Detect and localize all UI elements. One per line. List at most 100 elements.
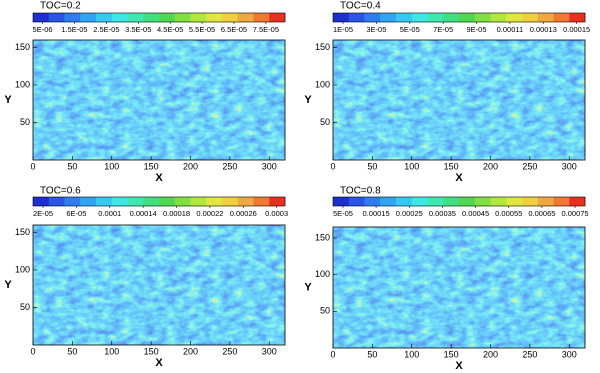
x-tick-label: 200 — [483, 161, 498, 171]
colorbar-tick-label: 1.5E-05 — [61, 25, 87, 34]
colorbar-segment — [506, 197, 523, 206]
x-tick-label: 150 — [444, 349, 459, 359]
x-tick-label: 100 — [104, 161, 119, 171]
colorbar-tick-label: 0.00035 — [429, 209, 456, 218]
colorbar-tick-label: 0.00045 — [462, 209, 489, 218]
x-tick-label: 0 — [30, 161, 35, 171]
panel-title: TOC=0.2 — [40, 1, 81, 12]
colorbar-segment — [459, 13, 476, 22]
colorbar-segment — [396, 197, 413, 206]
colorbar-segment — [522, 13, 539, 22]
y-tick-label: 50 — [20, 302, 30, 312]
x-axis-label: X — [455, 172, 463, 184]
colorbar-tick-label: 7E-05 — [433, 25, 453, 34]
y-axis-label: Y — [4, 279, 12, 291]
colorbar-segment — [174, 197, 191, 206]
x-tick-label: 150 — [444, 161, 459, 171]
colorbar-segment — [506, 13, 523, 22]
colorbar-segment — [237, 13, 254, 22]
colorbar-frame — [32, 196, 286, 207]
x-tick-label: 150 — [144, 161, 159, 171]
x-axis-label: X — [155, 357, 163, 369]
colorbar-tick-label: 5.5E-05 — [189, 25, 215, 34]
x-axis-label: X — [455, 360, 463, 372]
colorbar-segment — [206, 197, 223, 206]
colorbar-segment — [443, 13, 460, 22]
y-tick-label: 150 — [315, 232, 330, 242]
colorbar-segment — [48, 13, 65, 22]
field — [333, 40, 585, 160]
colorbar-tick-label: 2.5E-05 — [93, 25, 119, 34]
colorbar-segment — [269, 13, 286, 22]
colorbar-tick-label: 0.00013 — [530, 25, 557, 34]
colorbar-segment — [64, 197, 81, 206]
colorbar-segment — [537, 197, 554, 206]
colorbar-segment — [206, 13, 223, 22]
x-tick-label: 100 — [404, 349, 419, 359]
colorbar-segment — [490, 13, 507, 22]
x-tick-label: 200 — [183, 161, 198, 171]
colorbar-segment — [127, 13, 144, 22]
colorbar-segment — [396, 13, 413, 22]
x-tick-label: 50 — [367, 161, 377, 171]
colorbar-segment — [143, 197, 160, 206]
panel-title: TOC=0.8 — [340, 186, 381, 197]
colorbar-segment — [474, 197, 491, 206]
y-axis-label: Y — [4, 94, 12, 106]
colorbar-segment — [159, 13, 176, 22]
colorbar-tick-label: 5E-06 — [33, 25, 53, 34]
plot-frame — [32, 39, 286, 161]
field — [33, 40, 285, 160]
colorbar-tick-label: 0.00026 — [230, 209, 257, 218]
x-tick-label: 150 — [144, 346, 159, 356]
colorbar-tick-label: 6.5E-05 — [221, 25, 247, 34]
colorbar-segment — [111, 13, 128, 22]
colorbar-segment — [253, 13, 270, 22]
colorbar-segment — [348, 13, 365, 22]
x-tick-label: 300 — [562, 349, 577, 359]
y-tick-label: 100 — [315, 269, 330, 279]
x-tick-label: 50 — [67, 161, 77, 171]
x-tick-label: 100 — [104, 346, 119, 356]
panel: TOC=0.8 5E-05 0.00015 0.00025 0.00035 0.00045… — [304, 186, 588, 372]
colorbar-segment — [237, 197, 254, 206]
colorbar-tick-label: 0.00075 — [561, 209, 588, 218]
x-tick-label: 300 — [262, 346, 277, 356]
colorbar-segment — [48, 197, 65, 206]
x-tick-label: 250 — [222, 346, 237, 356]
colorbar-tick-label: 2E-05 — [33, 209, 53, 218]
y-axis-label: Y — [304, 94, 312, 106]
colorbar-segment — [348, 197, 365, 206]
plot-frame — [332, 39, 586, 161]
colorbar-segment — [569, 13, 586, 22]
field — [33, 225, 285, 345]
y-tick-label: 50 — [20, 117, 30, 127]
colorbar-segment — [190, 197, 207, 206]
colorbar-segment — [253, 197, 270, 206]
y-tick-label: 100 — [15, 264, 30, 274]
x-tick-label: 100 — [404, 161, 419, 171]
panel: TOC=0.4 1E-05 3E-05 5E-05 7E-05 9E-05 0.00011 0… — [304, 1, 590, 184]
colorbar-tick-label: 7.5E-05 — [253, 25, 279, 34]
colorbar-tick-label: 1E-05 — [333, 25, 353, 34]
colorbar-segment — [111, 197, 128, 206]
plot-frame — [332, 226, 586, 349]
colorbar-segment — [380, 13, 397, 22]
colorbar-tick-label: 0.00014 — [130, 209, 157, 218]
x-axis-label: X — [155, 172, 163, 184]
x-tick-label: 250 — [222, 161, 237, 171]
colorbar-tick-label: 5E-05 — [333, 209, 353, 218]
panel-title: TOC=0.4 — [340, 1, 381, 12]
colorbar-segment — [174, 13, 191, 22]
colorbar-segment — [64, 13, 81, 22]
x-tick-label: 300 — [262, 161, 277, 171]
colorbar-segment — [490, 197, 507, 206]
colorbar-segment — [33, 13, 50, 22]
colorbar-tick-label: 0.00055 — [495, 209, 522, 218]
colorbar-segment — [127, 197, 144, 206]
y-tick-label: 100 — [15, 79, 30, 89]
colorbar-segment — [569, 197, 586, 206]
colorbar-segment — [364, 197, 381, 206]
colorbar-segment — [522, 197, 539, 206]
